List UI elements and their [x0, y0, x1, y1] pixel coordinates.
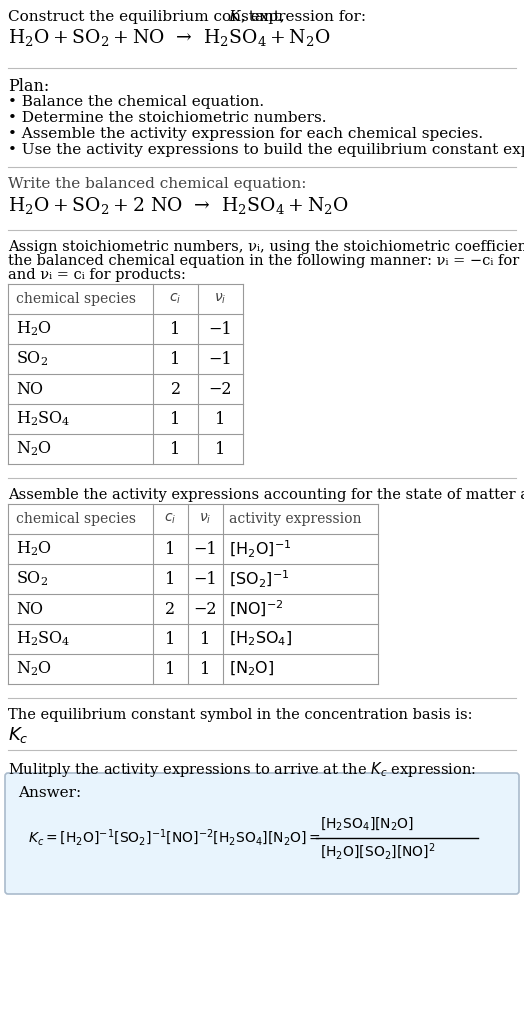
Text: Answer:: Answer: [18, 786, 81, 800]
Text: $c_i$: $c_i$ [165, 512, 177, 526]
Text: $c_i$: $c_i$ [169, 292, 182, 306]
Text: 1: 1 [166, 541, 176, 557]
Text: −1: −1 [194, 541, 217, 557]
Text: Assign stoichiometric numbers, νᵢ, using the stoichiometric coefficients, cᵢ, fr: Assign stoichiometric numbers, νᵢ, using… [8, 240, 524, 254]
Text: $\mathregular{N_2O}$: $\mathregular{N_2O}$ [16, 440, 52, 458]
Text: • Balance the chemical equation.: • Balance the chemical equation. [8, 95, 264, 109]
Text: and νᵢ = cᵢ for products:: and νᵢ = cᵢ for products: [8, 268, 186, 282]
Text: $\nu_i$: $\nu_i$ [199, 512, 212, 526]
Text: 2: 2 [170, 381, 181, 397]
Text: $[\mathregular{N_2O}]$: $[\mathregular{N_2O}]$ [229, 659, 275, 678]
Text: 1: 1 [200, 630, 211, 647]
Text: $[\mathregular{SO_2}]^{-1}$: $[\mathregular{SO_2}]^{-1}$ [229, 568, 289, 590]
Text: $\nu_i$: $\nu_i$ [214, 292, 227, 306]
Text: 1: 1 [200, 660, 211, 678]
Text: chemical species: chemical species [16, 512, 136, 526]
Text: • Assemble the activity expression for each chemical species.: • Assemble the activity expression for e… [8, 127, 483, 141]
Text: $\mathregular{H_2O}$: $\mathregular{H_2O}$ [16, 540, 52, 558]
Text: • Use the activity expressions to build the equilibrium constant expression.: • Use the activity expressions to build … [8, 143, 524, 157]
Text: $\mathregular{H_2O + SO_2 + NO}$  →  $\mathregular{H_2SO_4 + N_2O}$: $\mathregular{H_2O + SO_2 + NO}$ → $\mat… [8, 27, 331, 48]
Text: $\mathregular{SO_2}$: $\mathregular{SO_2}$ [16, 569, 48, 589]
Text: $[\mathregular{H_2O}][\mathregular{SO_2}][\mathregular{NO}]^2$: $[\mathregular{H_2O}][\mathregular{SO_2}… [320, 842, 435, 862]
Text: NO: NO [16, 601, 43, 618]
Text: $\mathregular{N_2O}$: $\mathregular{N_2O}$ [16, 659, 52, 679]
Text: Plan:: Plan: [8, 78, 49, 95]
Text: K: K [226, 10, 243, 24]
Text: $\mathregular{H_2O + SO_2 + 2\ NO}$  →  $\mathregular{H_2SO_4 + N_2O}$: $\mathregular{H_2O + SO_2 + 2\ NO}$ → $\… [8, 194, 348, 216]
Text: $[\mathregular{H_2O}]^{-1}$: $[\mathregular{H_2O}]^{-1}$ [229, 539, 291, 559]
Text: The equilibrium constant symbol in the concentration basis is:: The equilibrium constant symbol in the c… [8, 708, 473, 722]
Text: NO: NO [16, 381, 43, 397]
Text: Write the balanced chemical equation:: Write the balanced chemical equation: [8, 177, 307, 191]
Text: $[\mathregular{H_2SO_4}]$: $[\mathregular{H_2SO_4}]$ [229, 630, 292, 648]
Text: 1: 1 [170, 441, 181, 458]
Text: 1: 1 [170, 320, 181, 337]
Text: $\mathregular{H_2O}$: $\mathregular{H_2O}$ [16, 320, 52, 338]
Text: the balanced chemical equation in the following manner: νᵢ = −cᵢ for reactants: the balanced chemical equation in the fo… [8, 254, 524, 268]
FancyBboxPatch shape [5, 773, 519, 894]
Text: $[\mathregular{NO}]^{-2}$: $[\mathregular{NO}]^{-2}$ [229, 599, 283, 619]
Text: $K_c = [\mathregular{H_2O}]^{-1}[\mathregular{SO_2}]^{-1}[\mathregular{NO}]^{-2}: $K_c = [\mathregular{H_2O}]^{-1}[\mathre… [28, 828, 321, 848]
Text: 1: 1 [215, 410, 226, 427]
Text: $[\mathregular{H_2SO_4}][\mathregular{N_2O}]$: $[\mathregular{H_2SO_4}][\mathregular{N_… [320, 815, 414, 833]
Text: chemical species: chemical species [16, 292, 136, 306]
Text: • Determine the stoichiometric numbers.: • Determine the stoichiometric numbers. [8, 111, 326, 125]
Text: 2: 2 [166, 601, 176, 618]
Text: 1: 1 [170, 410, 181, 427]
Text: activity expression: activity expression [229, 512, 362, 526]
Text: Assemble the activity expressions accounting for the state of matter and νᵢ:: Assemble the activity expressions accoun… [8, 488, 524, 502]
Text: $\mathregular{SO_2}$: $\mathregular{SO_2}$ [16, 349, 48, 369]
Text: −1: −1 [209, 350, 232, 368]
Text: −1: −1 [209, 320, 232, 337]
Text: −2: −2 [194, 601, 217, 618]
Text: 1: 1 [166, 660, 176, 678]
Text: Construct the equilibrium constant,: Construct the equilibrium constant, [8, 10, 290, 24]
Text: 1: 1 [166, 630, 176, 647]
Text: 1: 1 [166, 570, 176, 588]
Text: −1: −1 [194, 570, 217, 588]
Text: , expression for:: , expression for: [241, 10, 366, 24]
Text: $\mathit{K}_c$: $\mathit{K}_c$ [8, 725, 29, 745]
Text: Mulitply the activity expressions to arrive at the $K_c$ expression:: Mulitply the activity expressions to arr… [8, 760, 476, 779]
Text: 1: 1 [215, 441, 226, 458]
Text: −2: −2 [209, 381, 232, 397]
Text: $\mathregular{H_2SO_4}$: $\mathregular{H_2SO_4}$ [16, 409, 70, 428]
Text: 1: 1 [170, 350, 181, 368]
Text: $\mathregular{H_2SO_4}$: $\mathregular{H_2SO_4}$ [16, 630, 70, 648]
